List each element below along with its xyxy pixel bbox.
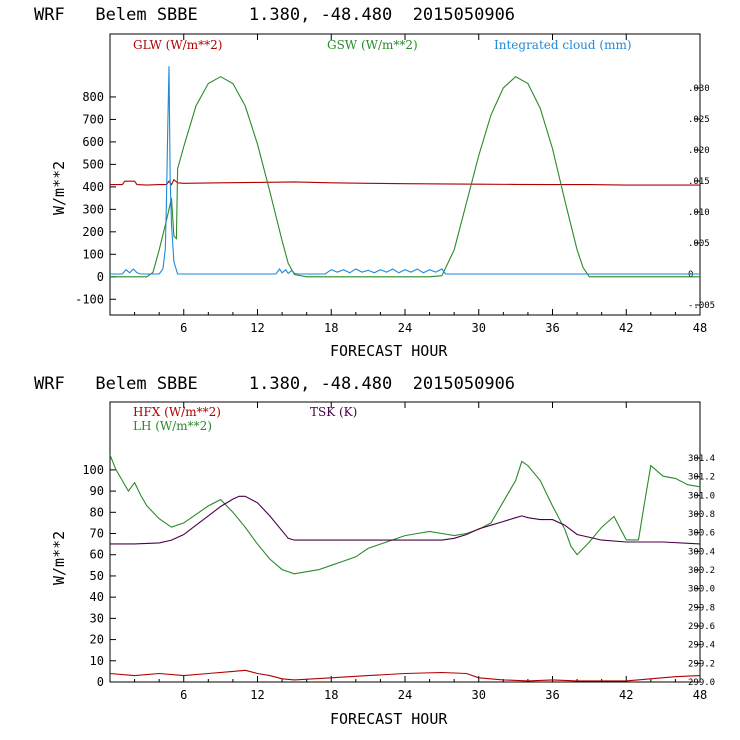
y-tick-label: 90 — [90, 484, 104, 498]
x-tick-label: 6 — [180, 321, 187, 335]
x-tick-label: 42 — [619, 688, 633, 702]
right-tick-label: 299.8 — [688, 603, 715, 613]
y-tick-label: 100 — [82, 463, 104, 477]
y-tick-label: 10 — [90, 654, 104, 668]
y-tick-label: 400 — [82, 180, 104, 194]
y-tick-label: 80 — [90, 505, 104, 519]
right-tick-label: 299.0 — [688, 678, 715, 688]
x-tick-label: 18 — [324, 321, 338, 335]
x-tick-label: 24 — [398, 321, 412, 335]
series-line-hfx — [109, 669, 701, 682]
y-tick-label: 60 — [90, 548, 104, 562]
x-tick-label: 48 — [693, 321, 707, 335]
right-tick-label: 301.4 — [688, 454, 715, 464]
y-tick-label: 200 — [82, 225, 104, 239]
right-tick-label: 300.6 — [688, 529, 715, 539]
x-tick-label: 36 — [545, 321, 559, 335]
series-line-gsw — [110, 76, 700, 278]
right-tick-label: 300.8 — [688, 510, 715, 520]
top-legend-cloud: Integrated cloud (mm) — [494, 38, 632, 52]
right-tick-label: 0 — [688, 270, 693, 280]
y-tick-label: 30 — [90, 611, 104, 625]
bottom-chart-title: WRF Belem SBBE 1.380, -48.480 2015050906 — [34, 374, 515, 394]
right-tick-label: 299.2 — [688, 659, 715, 669]
bottom-y-axis-label: W/m**2 — [50, 531, 68, 585]
x-tick-label: 30 — [472, 688, 486, 702]
bottom-x-axis-label: FORECAST HOUR — [330, 710, 448, 728]
series-line-lh — [109, 454, 701, 575]
top-legend-gsw: GSW (W/m**2) — [327, 38, 418, 52]
x-tick-label: 12 — [250, 688, 264, 702]
y-tick-label: -100 — [75, 292, 104, 306]
right-tick-label: 299.6 — [688, 622, 715, 632]
top-x-axis-label: FORECAST HOUR — [330, 342, 448, 360]
y-tick-label: 0 — [97, 270, 104, 284]
top-legend-glw: GLW (W/m**2) — [133, 38, 222, 52]
top-plot-frame — [109, 33, 701, 316]
x-tick-label: 18 — [324, 688, 338, 702]
x-tick-label: 6 — [180, 688, 187, 702]
bottom-plot-frame — [109, 401, 701, 683]
bottom-legend-tsk: TSK (K) — [310, 405, 357, 419]
series-line-glw — [110, 178, 700, 186]
right-tick-label: 301.0 — [688, 491, 715, 501]
right-tick-label: .030 — [688, 84, 710, 94]
right-tick-label: 300.4 — [688, 547, 715, 557]
right-tick-label: .015 — [688, 177, 710, 187]
y-tick-label: 70 — [90, 527, 104, 541]
series-line-integrated — [110, 66, 700, 275]
y-tick-label: 40 — [90, 590, 104, 604]
x-tick-label: 48 — [693, 688, 707, 702]
x-tick-label: 24 — [398, 688, 412, 702]
right-tick-label: 300.0 — [688, 585, 715, 595]
series-line-tsk — [110, 495, 701, 545]
right-tick-label: .010 — [688, 208, 710, 218]
right-tick-label: -.005 — [688, 301, 715, 311]
y-tick-label: 300 — [82, 202, 104, 216]
right-tick-label: .005 — [688, 239, 710, 249]
right-tick-label: 299.4 — [688, 641, 715, 651]
x-tick-label: 36 — [545, 688, 559, 702]
right-tick-label: .020 — [688, 146, 710, 156]
x-tick-label: 42 — [619, 321, 633, 335]
x-tick-label: 30 — [472, 321, 486, 335]
y-tick-label: 0 — [97, 675, 104, 689]
y-tick-label: 700 — [82, 112, 104, 126]
top-y-axis-label: W/m**2 — [50, 161, 68, 215]
y-tick-label: 600 — [82, 135, 104, 149]
y-tick-label: 800 — [82, 90, 104, 104]
y-tick-label: 20 — [90, 633, 104, 647]
x-tick-label: 12 — [250, 321, 264, 335]
y-tick-label: 50 — [90, 569, 104, 583]
bottom-legend-hfx: HFX (W/m**2) — [133, 405, 221, 419]
right-tick-label: 301.2 — [688, 473, 715, 483]
bottom-legend-lh: LH (W/m**2) — [133, 419, 212, 433]
right-tick-label: 300.2 — [688, 566, 715, 576]
y-tick-label: 100 — [82, 247, 104, 261]
y-tick-label: 500 — [82, 157, 104, 171]
right-tick-label: .025 — [688, 115, 710, 125]
top-chart-title: WRF Belem SBBE 1.380, -48.480 2015050906 — [34, 5, 515, 25]
